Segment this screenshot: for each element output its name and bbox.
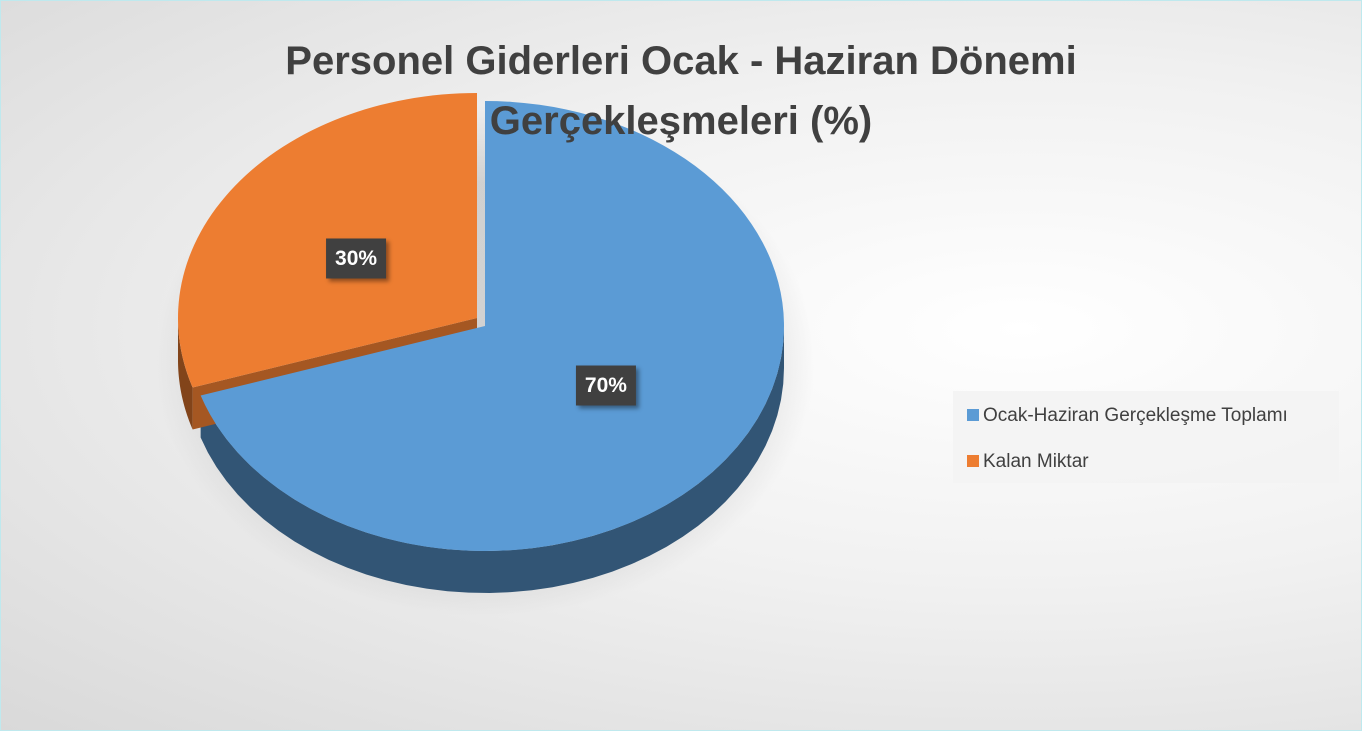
slice	[200, 101, 785, 551]
data-label-box	[326, 238, 387, 279]
data-label-box	[575, 365, 636, 406]
data-label: 70%	[585, 374, 627, 397]
legend-box	[953, 391, 1339, 483]
slice-side	[200, 326, 784, 593]
slice-side	[178, 318, 193, 430]
legend-label: Kalan Miktar	[983, 451, 1089, 472]
legend-swatch	[967, 455, 979, 467]
data-label: 30%	[335, 247, 377, 270]
chart-title: Personel Giderleri Ocak - Haziran Dönemi…	[285, 39, 1077, 143]
legend-label: Ocak-Haziran Gerçekleşme Toplamı	[983, 405, 1288, 426]
legend-swatch	[967, 409, 979, 421]
